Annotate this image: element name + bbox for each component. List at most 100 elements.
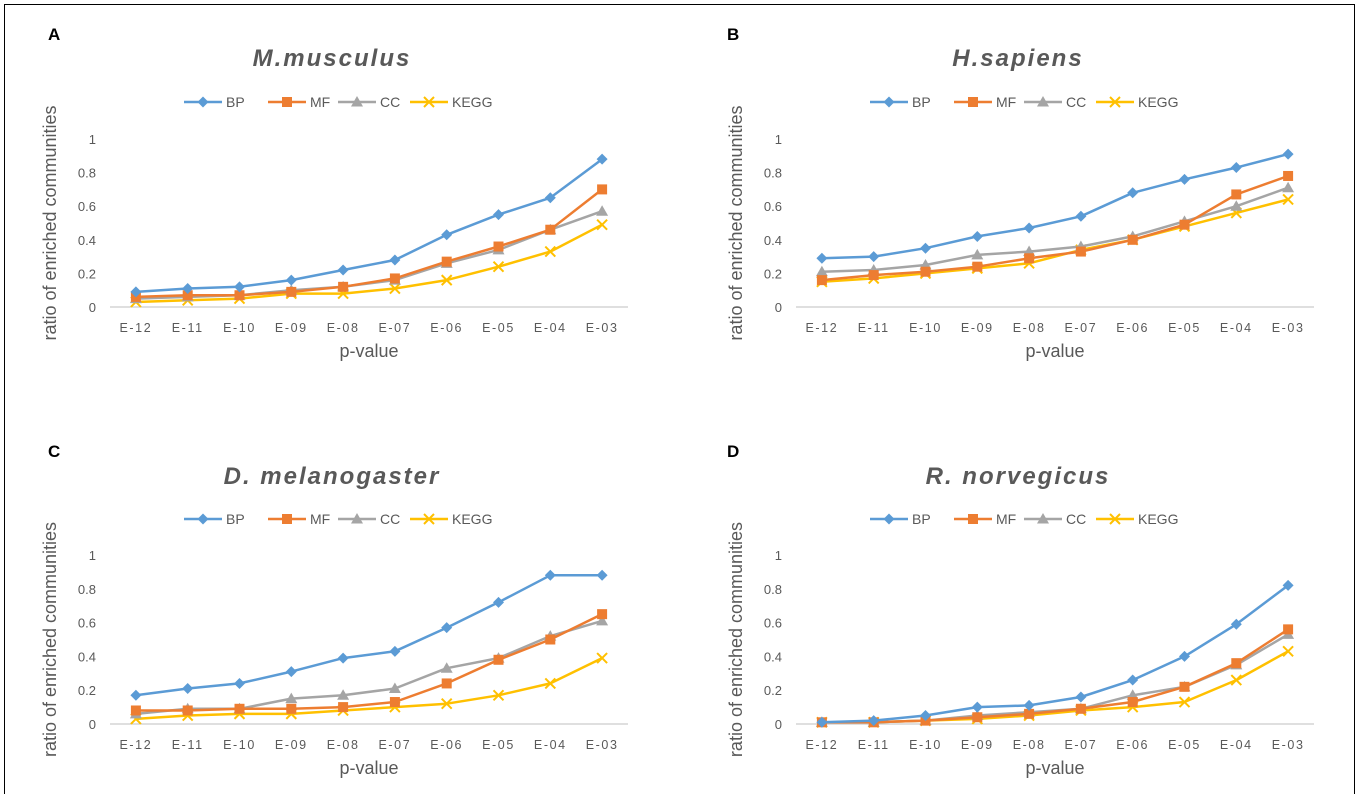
panel-label: B: [727, 25, 739, 44]
series-line: [821, 628, 1289, 724]
data-point: [596, 153, 608, 165]
data-point: [337, 652, 349, 664]
data-point: [920, 242, 931, 254]
series-kegg: [816, 645, 1294, 729]
y-tick-label: 0.2: [78, 266, 96, 281]
legend-item-kegg: KEGG: [1096, 511, 1178, 527]
x-tick-label: E-09: [961, 738, 994, 752]
legend-label: CC: [380, 94, 400, 110]
chart-title: M.musculus: [253, 45, 412, 72]
y-axis-label: ratio of enriched communities: [40, 522, 60, 757]
data-point: [920, 266, 931, 277]
data-point: [1127, 674, 1139, 686]
legend-marker: [351, 513, 363, 524]
legend-item-bp: BP: [184, 94, 245, 110]
y-tick-label: 0: [775, 300, 782, 315]
data-point: [972, 712, 983, 723]
y-axis-label: ratio of enriched communities: [40, 105, 60, 340]
y-tick-label: 0.6: [78, 199, 96, 214]
series-line: [135, 619, 603, 716]
legend-marker: [282, 97, 292, 107]
chart-title: D. melanogaster: [224, 463, 441, 490]
y-tick-label: 0.2: [78, 683, 96, 698]
data-point: [1075, 703, 1086, 714]
legend: BP MF CC KEGG: [184, 94, 492, 110]
series-line: [135, 210, 603, 300]
data-point: [182, 283, 194, 295]
data-point: [130, 705, 141, 716]
data-point: [441, 229, 453, 241]
data-point: [285, 274, 297, 286]
series-bp: [130, 153, 608, 298]
data-point: [234, 281, 245, 293]
series-mf: [130, 609, 608, 716]
data-point: [1024, 253, 1035, 264]
panel-d: D R. norvegicus BP MF CC KEGG 0 0.2 0.4 0.6 0.8 1 E-…: [726, 442, 1314, 778]
series-line: [135, 574, 603, 697]
data-point: [868, 270, 879, 281]
x-tick-label: E-06: [430, 738, 463, 752]
data-point: [1282, 181, 1295, 193]
series-line: [135, 656, 603, 721]
legend-marker: [883, 513, 895, 525]
x-tick-label: E-10: [909, 738, 942, 752]
legend-label: BP: [226, 511, 245, 527]
data-point: [1179, 173, 1190, 185]
data-point: [182, 290, 193, 301]
data-point: [493, 654, 504, 665]
data-point: [1282, 148, 1294, 160]
series-bp: [816, 579, 1294, 728]
data-point: [389, 273, 400, 284]
data-point: [493, 209, 504, 221]
legend-item-mf: MF: [268, 511, 330, 527]
data-point: [544, 245, 557, 258]
data-point: [441, 678, 452, 689]
legend-label: BP: [912, 511, 931, 527]
series-line: [135, 188, 603, 299]
y-tick-label: 0.2: [764, 266, 782, 281]
x-tick-label: E-12: [119, 321, 152, 335]
data-point: [920, 710, 931, 722]
data-point: [544, 677, 557, 690]
legend-item-mf: MF: [954, 94, 1016, 110]
data-point: [544, 569, 556, 581]
x-tick-label: E-05: [1168, 321, 1201, 335]
x-tick-label: E-04: [534, 321, 567, 335]
data-point: [597, 184, 608, 195]
data-point: [337, 689, 350, 700]
y-tick-label: 0.8: [764, 582, 782, 597]
data-point: [389, 282, 401, 295]
legend-item-cc: CC: [1024, 94, 1086, 110]
y-tick-label: 0.4: [764, 233, 782, 248]
data-point: [1283, 624, 1294, 635]
data-point: [545, 224, 556, 235]
data-point: [815, 265, 828, 277]
data-point: [286, 286, 297, 297]
x-tick-label: E-10: [223, 738, 256, 752]
data-point: [440, 274, 453, 286]
legend-label: CC: [1066, 94, 1086, 110]
series-kegg: [130, 652, 608, 725]
x-tick-label: E-04: [1220, 738, 1253, 752]
x-tick-label: E-08: [1013, 738, 1046, 752]
data-point: [389, 254, 401, 266]
legend-marker: [423, 96, 435, 108]
y-tick-label: 0: [89, 717, 96, 732]
y-tick-label: 0.6: [764, 616, 782, 631]
data-point: [182, 705, 193, 716]
data-point: [389, 645, 401, 657]
chart-title: H.sapiens: [952, 45, 1083, 72]
data-point: [337, 264, 349, 276]
data-point: [1024, 708, 1035, 719]
legend-marker: [1037, 513, 1049, 524]
data-point: [544, 192, 556, 204]
data-point: [1127, 234, 1138, 245]
legend-label: KEGG: [1138, 511, 1178, 527]
data-point: [389, 697, 400, 708]
x-tick-label: E-03: [586, 738, 619, 752]
data-point: [440, 698, 453, 710]
data-point: [868, 251, 880, 263]
data-point: [440, 662, 453, 673]
data-point: [1023, 699, 1035, 711]
